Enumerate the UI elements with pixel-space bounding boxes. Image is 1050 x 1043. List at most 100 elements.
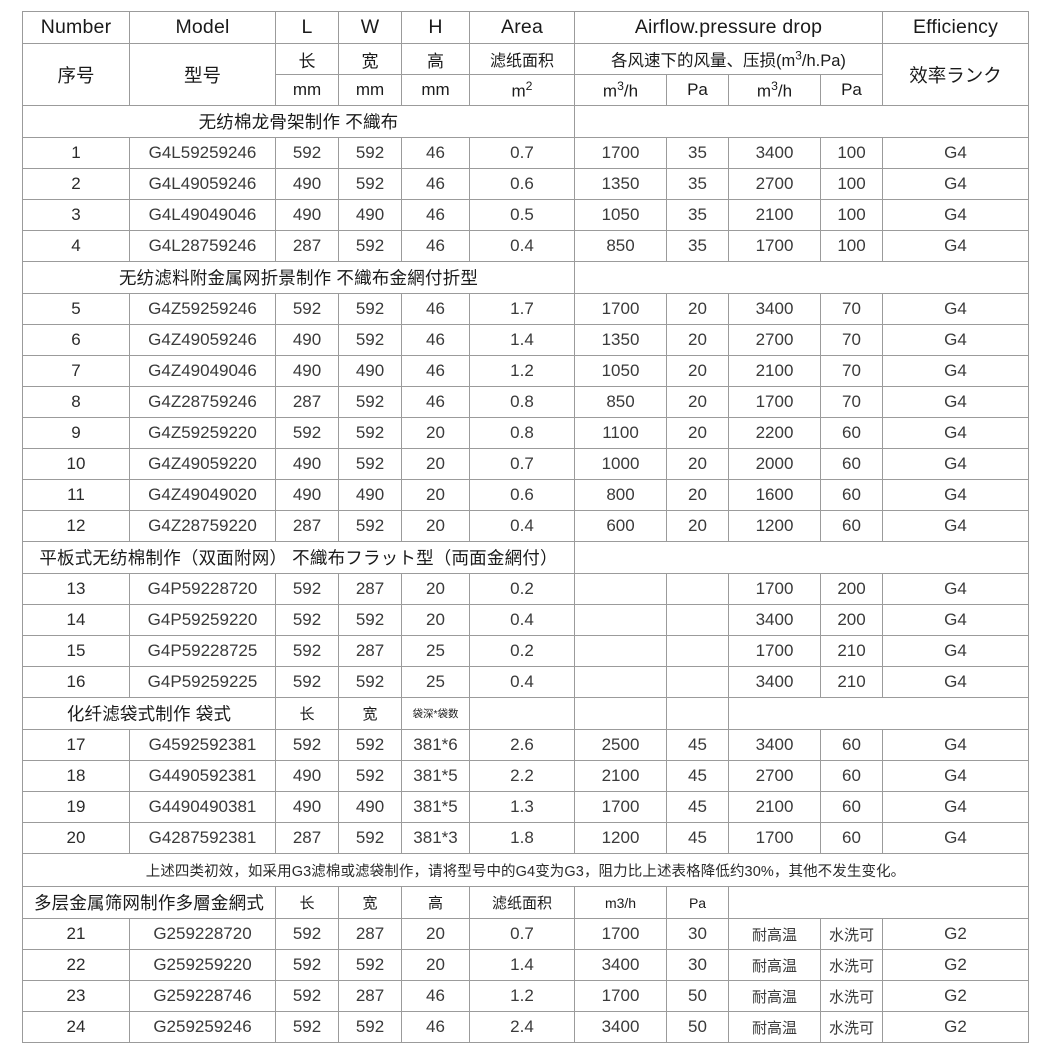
cell-model: G4Z49059246 [129,324,276,356]
table-row: 9 G4Z59259220 592 592 20 0.8 1100 20 2200 60 G4 [22,417,1029,449]
table-row: 1 G4L59259246 592 592 46 0.7 1700 35 3400 100 G4 [22,137,1029,169]
cell-height: 46 [401,355,470,387]
cell-pressure-2: 水洗可 [820,1011,883,1043]
section-band-filler [728,697,1029,730]
cell-width: 490 [338,355,402,387]
cell-flow-2: 2000 [728,448,821,480]
cell-pressure-1: 45 [666,822,729,854]
section-title: 平板式无纺棉制作（双面附网） 不織布フラット型（両面金網付） [22,541,575,574]
cell-length: 592 [275,604,339,636]
cell-pressure-2: 水洗可 [820,980,883,1012]
cell-height: 25 [401,635,470,667]
cell-width: 592 [338,386,402,418]
cell-efficiency: G4 [882,635,1029,667]
cell-flow-1: 1700 [574,791,667,823]
section-header-row: 平板式无纺棉制作（双面附网） 不織布フラット型（両面金網付） [22,541,1029,574]
table-note: 上述四类初效，如采用G3滤棉或滤袋制作，请将型号中的G4变为G3，阻力比上述表格… [22,853,1029,887]
cell-width: 287 [338,635,402,667]
cell-model: G4L28759246 [129,230,276,262]
cell-flow-1: 850 [574,386,667,418]
table-row: 17 G4592592381 592 592 381*6 2.6 2500 45 3400 60 G… [22,729,1029,761]
cell-pressure-2: 210 [820,635,883,667]
cell-flow-2: 3400 [728,604,821,636]
cell-number: 18 [22,760,130,792]
section-sub-area [469,697,575,730]
cell-width: 592 [338,822,402,854]
cell-length: 490 [275,168,339,200]
cell-model: G4L49059246 [129,168,276,200]
cell-model: G4592592381 [129,729,276,761]
cell-width: 490 [338,199,402,231]
cell-area: 2.6 [469,729,575,761]
cell-pressure-2: 200 [820,604,883,636]
cell-flow-2: 2700 [728,324,821,356]
cell-model: G4L49049046 [129,199,276,231]
cell-area: 2.4 [469,1011,575,1043]
cell-area: 0.8 [469,417,575,449]
cell-pressure-1: 20 [666,417,729,449]
cell-height: 381*3 [401,822,470,854]
cell-pressure-1: 20 [666,510,729,542]
cell-pressure-2: 70 [820,386,883,418]
cell-length: 592 [275,137,339,169]
section-sub-length: 长 [275,697,339,730]
cell-efficiency: G4 [882,510,1029,542]
cell-area: 0.2 [469,573,575,605]
cell-length: 592 [275,729,339,761]
cell-area: 1.2 [469,980,575,1012]
cell-flow-2: 1200 [728,510,821,542]
cell-height: 381*5 [401,760,470,792]
header-width-en: W [338,11,402,44]
header-length-cn: 长 [275,43,339,75]
cell-pressure-2: 100 [820,168,883,200]
cell-number: 16 [22,666,130,698]
cell-width: 592 [338,168,402,200]
cell-flow-1: 1200 [574,822,667,854]
cell-height: 46 [401,324,470,356]
header-efficiency-en: Efficiency [882,11,1029,44]
table-row: 4 G4L28759246 287 592 46 0.4 850 35 1700 100 G4 [22,230,1029,262]
cell-efficiency: G4 [882,230,1029,262]
cell-width: 592 [338,1011,402,1043]
cell-length: 287 [275,230,339,262]
cell-area: 1.7 [469,293,575,325]
cell-efficiency: G2 [882,980,1029,1012]
cell-width: 592 [338,293,402,325]
section-band-filler [574,261,1029,294]
cell-width: 287 [338,573,402,605]
cell-length: 490 [275,479,339,511]
cell-area: 1.8 [469,822,575,854]
cell-number: 14 [22,604,130,636]
table-row: 2 G4L49059246 490 592 46 0.6 1350 35 2700 100 G4 [22,168,1029,200]
cell-length: 592 [275,293,339,325]
unit-area-exponent: 2 [525,78,533,93]
cell-flow-1: 1100 [574,417,667,449]
cell-height: 46 [401,199,470,231]
cell-area: 0.5 [469,199,575,231]
section-header-row: 无纺棉龙骨架制作 不織布 [22,105,1029,138]
cell-width: 287 [338,918,402,950]
header-height-cn: 高 [401,43,470,75]
cell-flow-1: 3400 [574,1011,667,1043]
cell-width: 592 [338,949,402,981]
cell-efficiency: G2 [882,1011,1029,1043]
cell-pressure-1: 20 [666,355,729,387]
cell-model: G259228720 [129,918,276,950]
cell-efficiency: G4 [882,137,1029,169]
cell-length: 490 [275,199,339,231]
cell-model: G4Z49049046 [129,355,276,387]
cell-model: G4P59228720 [129,573,276,605]
cell-length: 592 [275,666,339,698]
cell-efficiency: G4 [882,293,1029,325]
cell-length: 490 [275,760,339,792]
cell-flow-1 [574,635,667,667]
cell-pressure-2: 60 [820,479,883,511]
cell-height: 20 [401,448,470,480]
cell-pressure-1 [666,604,729,636]
cell-pressure-1: 45 [666,729,729,761]
cell-efficiency: G2 [882,949,1029,981]
cell-pressure-1: 30 [666,918,729,950]
section-sub-height: 袋深*袋数 [401,697,470,730]
cell-model: G259228746 [129,980,276,1012]
cell-height: 46 [401,386,470,418]
